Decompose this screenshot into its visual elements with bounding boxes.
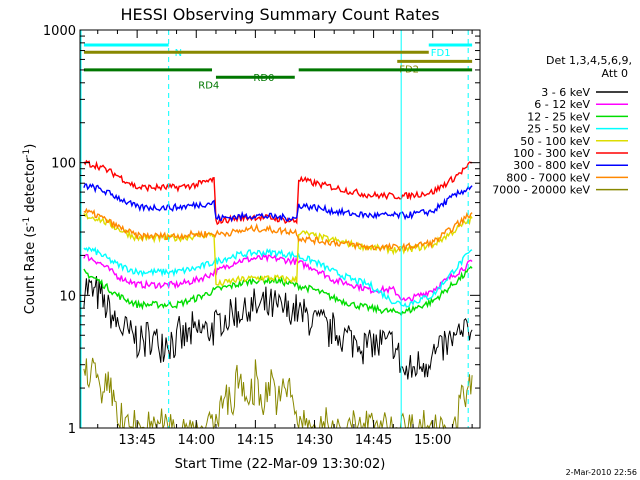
legend-label-5: 50 - 100 keV xyxy=(520,135,590,148)
legend-label-3: 12 - 25 keV xyxy=(527,110,590,123)
y-axis-label-main: Count Rate (s xyxy=(23,226,38,315)
y-tick-label-3: 100 xyxy=(51,157,76,172)
chart-title: HESSI Observing Summary Count Rates xyxy=(120,5,439,24)
marker-layer xyxy=(80,30,469,428)
legend-label-9: 7000 - 20000 keV xyxy=(492,184,590,197)
y-tick-label-2: 10 xyxy=(59,289,76,304)
y-axis-label-mid: detector xyxy=(23,157,38,217)
legend-label-6: 100 - 300 keV xyxy=(513,147,590,160)
legend-label-2: 6 - 12 keV xyxy=(534,98,590,111)
y-axis-label: Count Rate (s-1 detector-1) xyxy=(22,144,38,315)
series-line-8 xyxy=(83,207,473,253)
legend-label-1: 3 - 6 keV xyxy=(541,86,590,99)
x-tick-label-2: 14:00 xyxy=(178,433,215,448)
series-line-1 xyxy=(83,276,473,380)
footer-timestamp: 2-Mar-2010 22:56 xyxy=(566,468,637,477)
series-line-3 xyxy=(83,265,473,317)
x-tick-label-3: 14:15 xyxy=(237,433,274,448)
y-axis-label-end: ) xyxy=(23,144,38,149)
legend-label-7: 300 - 800 keV xyxy=(513,159,590,172)
legend-label-8: 800 - 7000 keV xyxy=(506,171,590,184)
y-axis-label-sup2: -1 xyxy=(22,149,32,158)
annotation-layer: NFD1FD2RD0RD4 xyxy=(83,43,473,91)
series-line-2 xyxy=(83,253,473,304)
series-line-7 xyxy=(83,182,473,223)
legend-header-2: Att 0 xyxy=(602,67,628,80)
series-layer xyxy=(83,159,473,430)
x-axis-label: Start Time (22-Mar-09 13:30:02) xyxy=(175,457,386,472)
x-tick-label-1: 13:45 xyxy=(118,433,155,448)
x-tick-label-4: 14:30 xyxy=(296,433,333,448)
series-line-4 xyxy=(83,246,473,308)
x-tick-label-5: 14:45 xyxy=(355,433,392,448)
legend-label-4: 25 - 50 keV xyxy=(527,123,590,136)
plot-frame xyxy=(79,29,481,429)
y-tick-label-1: 1 xyxy=(68,422,76,437)
annotation-label-rd4: RD4 xyxy=(198,80,219,91)
legend-header-1: Det 1,3,4,5,6,9, xyxy=(546,54,632,67)
y-axis-label-sup1: -1 xyxy=(22,217,32,226)
annotation-label-fd1: FD1 xyxy=(431,48,451,59)
series-line-6 xyxy=(83,159,473,226)
tick-layer: 13:45 14:00 14:15 14:30 14:45 15:00 1 10 100 1000 xyxy=(43,24,480,448)
y-tick-label-4: 1000 xyxy=(43,24,76,39)
series-line-9 xyxy=(83,357,473,430)
x-tick-label-6: 15:00 xyxy=(414,433,451,448)
